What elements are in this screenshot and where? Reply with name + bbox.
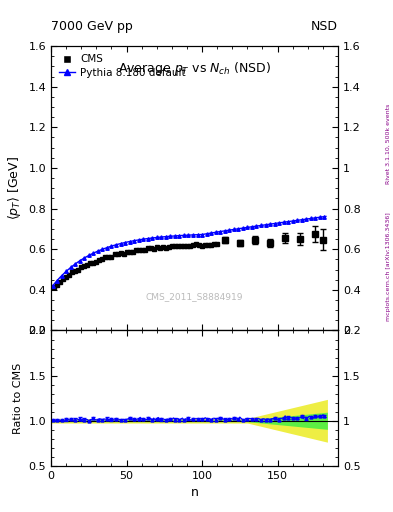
Legend: CMS, Pythia 8.180 default: CMS, Pythia 8.180 default xyxy=(56,51,189,81)
Text: NSD: NSD xyxy=(311,20,338,33)
Text: mcplots.cern.ch [arXiv:1306.3436]: mcplots.cern.ch [arXiv:1306.3436] xyxy=(386,212,391,321)
Text: 7000 GeV pp: 7000 GeV pp xyxy=(51,20,133,33)
Text: Average $p_T$ vs $N_{ch}$ (NSD): Average $p_T$ vs $N_{ch}$ (NSD) xyxy=(118,60,271,77)
Y-axis label: $\langle p_T \rangle$ [GeV]: $\langle p_T \rangle$ [GeV] xyxy=(6,156,23,220)
Text: CMS_2011_S8884919: CMS_2011_S8884919 xyxy=(146,292,243,301)
X-axis label: n: n xyxy=(191,486,198,499)
Y-axis label: Ratio to CMS: Ratio to CMS xyxy=(13,362,23,434)
Text: Rivet 3.1.10, 500k events: Rivet 3.1.10, 500k events xyxy=(386,103,391,183)
